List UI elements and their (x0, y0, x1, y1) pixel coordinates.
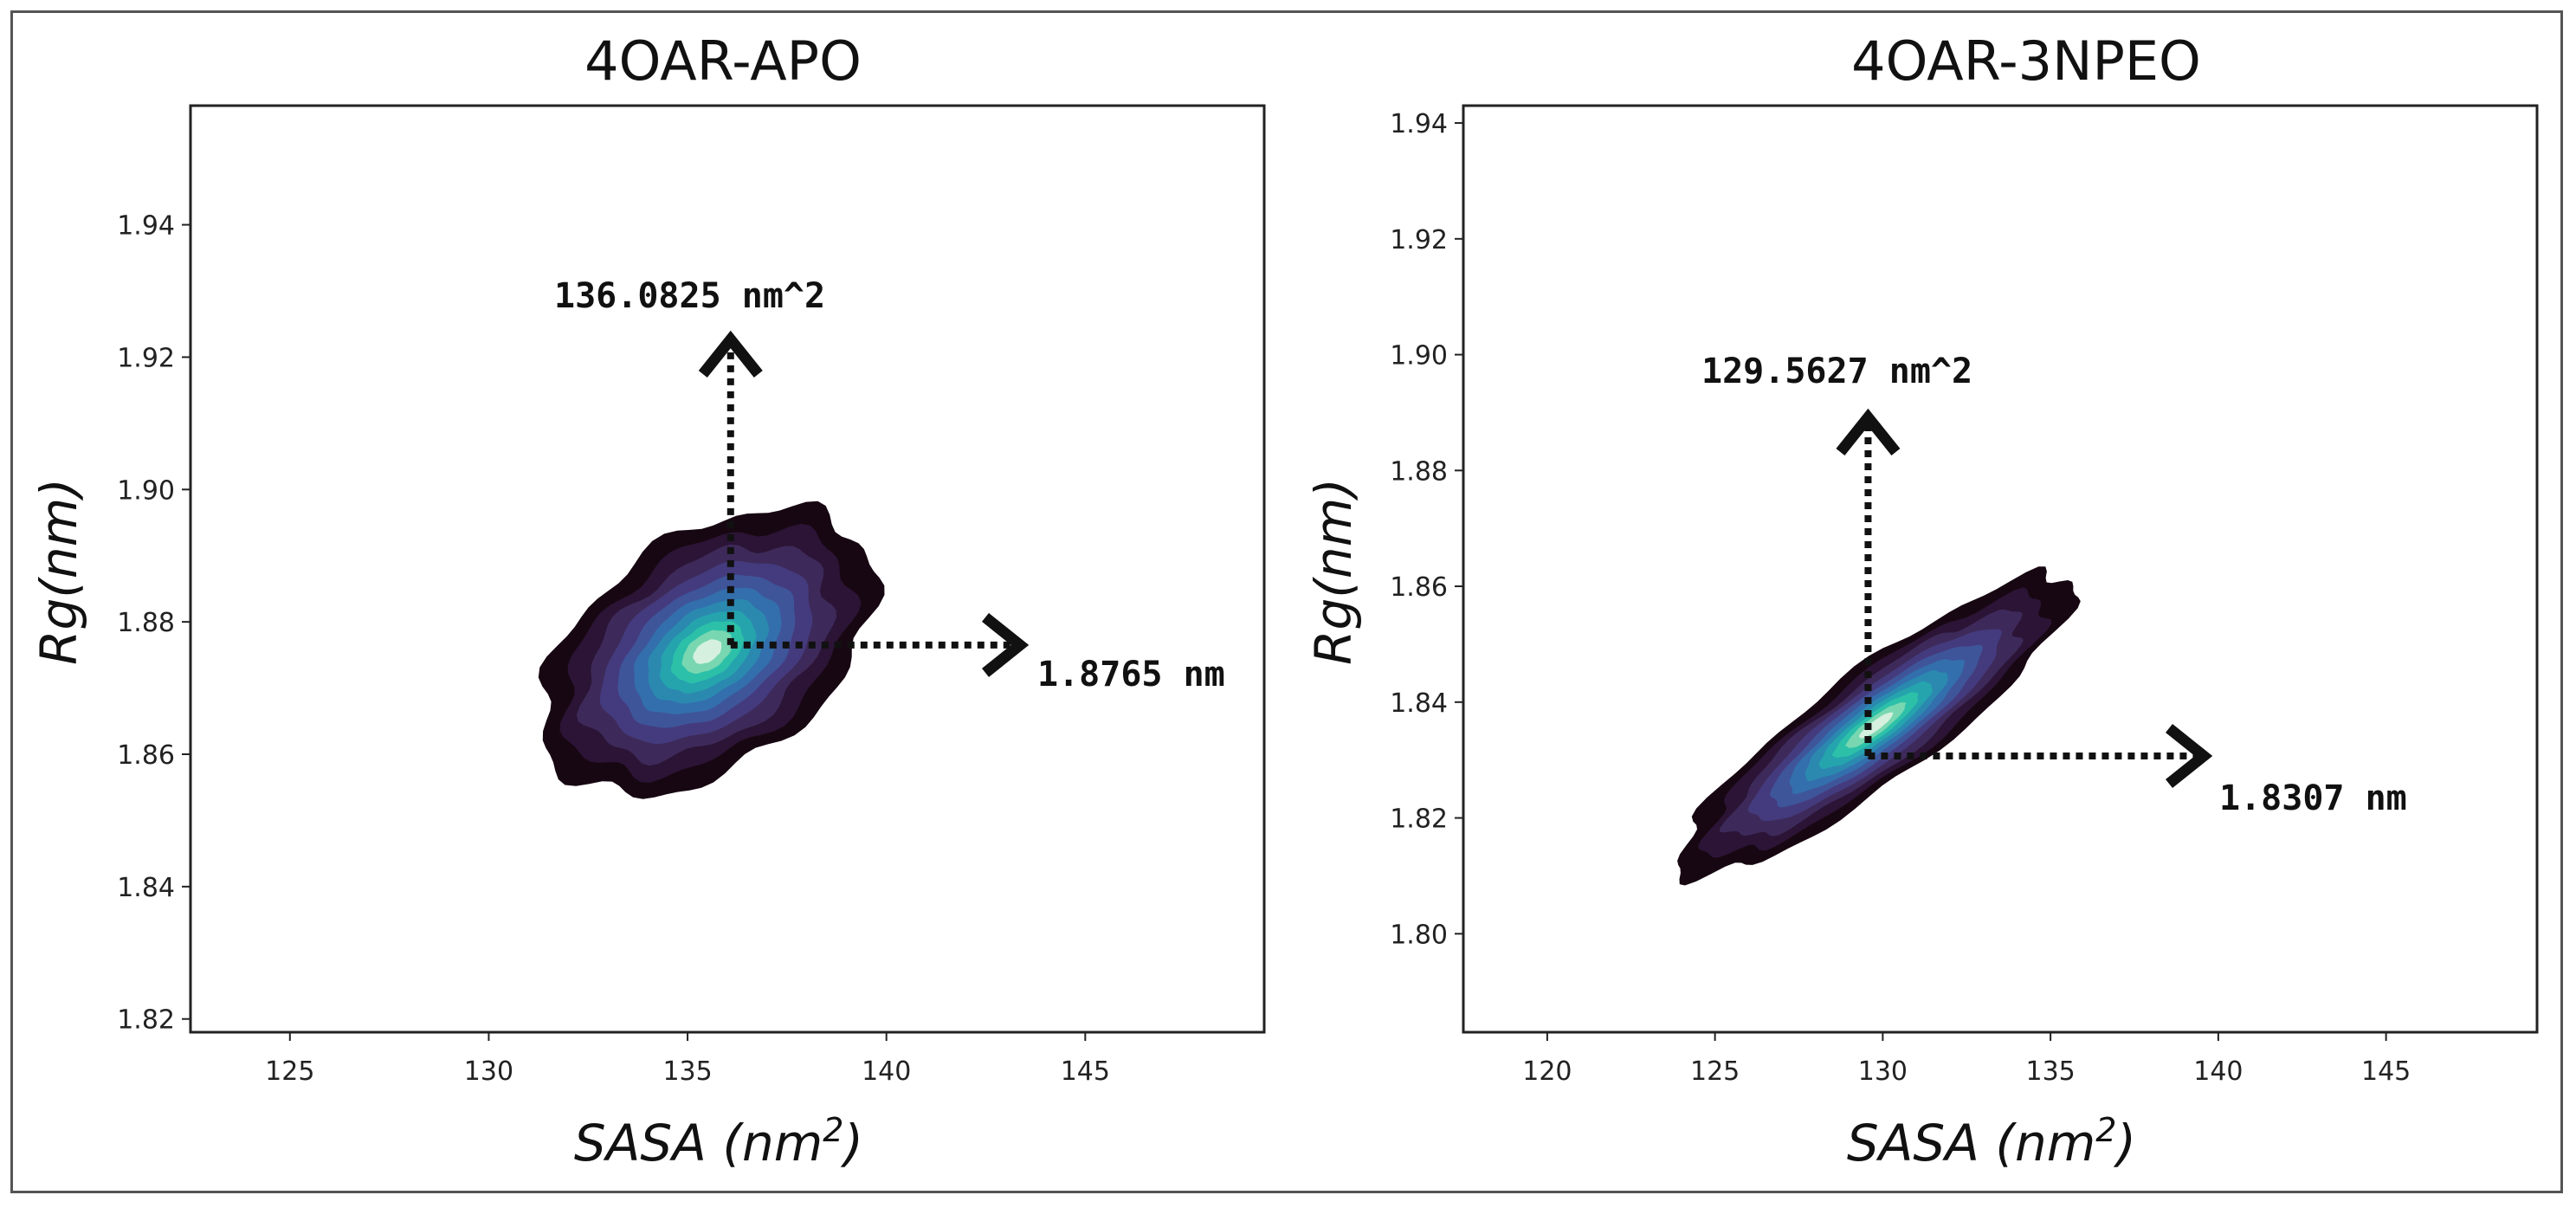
y-tick-label: 1.94 (1390, 109, 1448, 139)
axes-frame (1462, 104, 2539, 1034)
y-tick-label: 1.82 (117, 1005, 175, 1036)
y-axis-ticks: 1.82 1.84 1.86 1.88 1.90 1.92 1.94 (117, 211, 190, 1036)
y-tick-label: 1.92 (1390, 225, 1448, 255)
y-tick-label: 1.90 (117, 475, 175, 506)
x-axis-ticks: 125 130 135 140 145 (265, 1032, 1110, 1087)
peak-annotations: 136.0825 nm^2 1.8765 nm (554, 276, 1225, 694)
x-tick-label: 145 (2361, 1056, 2411, 1087)
figure-frame (10, 10, 2563, 1193)
x-tick-label: 140 (2193, 1056, 2243, 1087)
x-tick-label: 130 (1858, 1056, 1908, 1087)
x-tick-label: 140 (862, 1056, 911, 1087)
sasa-annotation: 136.0825 nm^2 (554, 276, 825, 316)
y-tick-label: 1.90 (1390, 341, 1448, 371)
density-contours (1677, 566, 2081, 886)
x-tick-label: 135 (662, 1056, 712, 1087)
panel-apo: 4OAR-APO 125 130 135 140 145 1.821.841.861.8… (29, 29, 1266, 1172)
y-tick-label: 1.94 (117, 211, 175, 242)
y-axis-label: Rg(nm) (1304, 478, 1363, 665)
y-tick-label: 1.92 (117, 343, 175, 373)
panel-title: 4OAR-APO (584, 29, 862, 93)
y-tick-label: 1.88 (117, 608, 175, 638)
x-tick-label: 130 (464, 1056, 513, 1087)
y-axis-label: Rg(nm) (29, 478, 88, 665)
y-tick-label: 1.86 (1390, 572, 1448, 603)
y-tick-label: 1.82 (1390, 804, 1448, 835)
density-contours (538, 501, 885, 799)
x-axis-label: SASA (nm2) (574, 1111, 863, 1172)
x-tick-label: 135 (2025, 1056, 2075, 1087)
peak-annotations: 129.5627 nm^2 1.8307 nm (1701, 352, 2407, 818)
contour-level-11 (693, 639, 722, 664)
y-axis-ticks: 1.80 1.82 1.84 1.86 1.88 1.90 1.92 1.94 (1390, 109, 1463, 950)
y-tick-label: 1.80 (1390, 920, 1448, 950)
sasa-annotation: 129.5627 nm^2 (1701, 352, 1972, 391)
panel-title: 4OAR-3NPEO (1851, 29, 2201, 93)
x-axis-label: SASA (nm2) (1847, 1111, 2136, 1172)
x-tick-label: 120 (1522, 1056, 1572, 1087)
rg-annotation: 1.8307 nm (2219, 778, 2407, 818)
x-tick-label: 125 (1690, 1056, 1740, 1087)
x-tick-label: 145 (1061, 1056, 1110, 1087)
x-tick-label: 125 (265, 1056, 314, 1087)
y-tick-label: 1.84 (117, 873, 175, 903)
x-axis-ticks: 120 125 130 135 140 145 (1522, 1032, 2411, 1087)
y-tick-label: 1.86 (117, 740, 175, 771)
y-tick-label: 1.88 (1390, 456, 1448, 487)
axes-frame (189, 104, 1266, 1034)
contour-level-11 (1858, 712, 1894, 739)
y-tick-label: 1.84 (1390, 688, 1448, 719)
rg-annotation: 1.8765 nm (1037, 655, 1225, 694)
panel-3npeo: 4OAR-3NPEO 120 125 130 135 140 145 1.801.821.… (1304, 29, 2539, 1172)
